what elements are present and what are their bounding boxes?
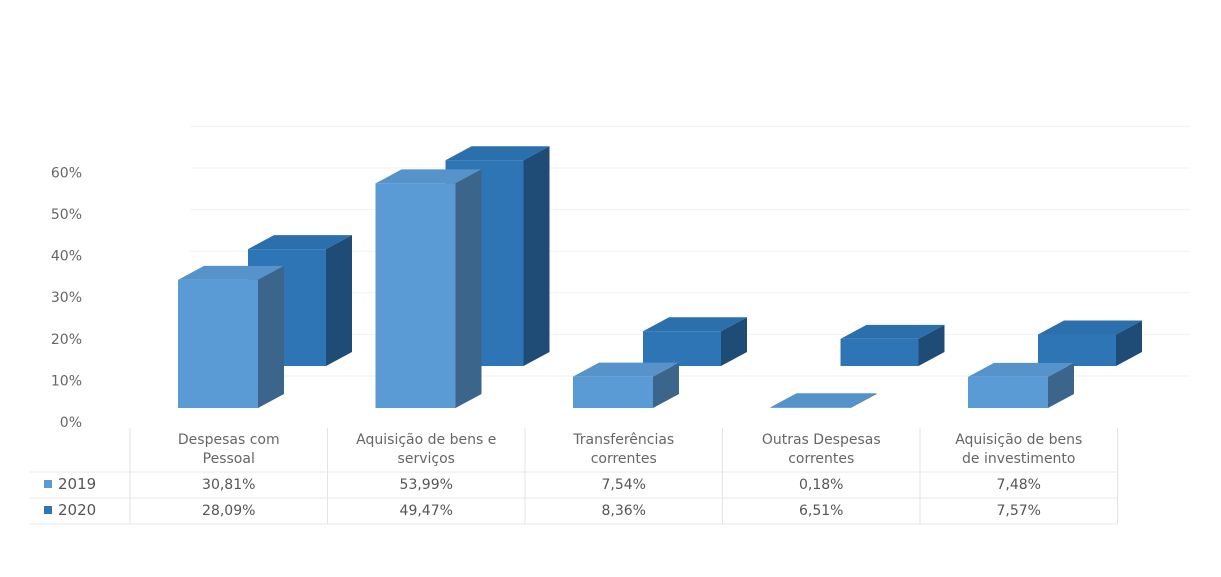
- bar-2019-top: [968, 362, 1074, 377]
- y-tick-label: 30%: [51, 290, 82, 306]
- bar-2019-front: [375, 183, 456, 408]
- bar-2019-side: [455, 169, 482, 408]
- category-label: Pessoal: [203, 451, 255, 467]
- bar-2020: [840, 324, 945, 366]
- bar-2020-front: [840, 338, 919, 366]
- y-tick-label: 10%: [51, 373, 82, 389]
- category-label: Aquisição de bens e: [356, 432, 496, 448]
- y-axis: 0% 10% 20% 30% 40% 50% 60%: [51, 165, 82, 431]
- data-table: Despesas com Pessoal Aquisição de bens e se…: [30, 428, 1118, 525]
- bar-2019: [375, 169, 482, 408]
- bar-2020-side: [918, 324, 945, 366]
- bar-2020: [643, 317, 747, 366]
- legend-swatch-2019: [44, 480, 52, 488]
- bar-2020-front: [1038, 334, 1116, 366]
- table-cell-2020: 28,09%: [202, 503, 255, 519]
- table-cell-2020: 49,47%: [400, 503, 453, 519]
- bar-2019-front: [968, 376, 1048, 408]
- table-cell-2019: 7,48%: [997, 477, 1041, 493]
- bar-2019: [968, 362, 1074, 408]
- bar-2020-side: [1116, 320, 1142, 366]
- category-label: Transferências: [572, 432, 674, 448]
- bar-2020-front: [643, 331, 721, 366]
- category-label: serviços: [398, 451, 455, 467]
- bar-2020-side: [326, 235, 352, 366]
- category-label: Outras Despesas: [762, 432, 881, 448]
- bar-2019-side: [1048, 362, 1074, 408]
- y-tick-label: 50%: [51, 207, 82, 223]
- bar-2020-top: [445, 146, 550, 161]
- bar-2019-top: [770, 393, 877, 408]
- category-label: de investimento: [962, 451, 1075, 467]
- bar-2020-top: [840, 324, 945, 339]
- bar-2020-side: [523, 146, 550, 366]
- y-tick-label: 60%: [51, 165, 82, 181]
- legend-label-2020: 2020: [58, 501, 96, 519]
- y-tick-label: 20%: [51, 332, 82, 348]
- bar-2019-top: [573, 362, 679, 377]
- bar-2020-top: [643, 317, 747, 332]
- category-label: Aquisição de bens: [955, 432, 1082, 448]
- bar-2019-front: [573, 376, 653, 408]
- table-cell-2019: 0,18%: [799, 477, 843, 493]
- gridlines: [190, 125, 1190, 377]
- bar-2019-side: [653, 362, 679, 408]
- bar-2020-top: [1038, 320, 1142, 335]
- bar-2019: [573, 362, 679, 408]
- table-cell-2019: 53,99%: [400, 477, 453, 493]
- table-cell-2020: 7,57%: [997, 503, 1041, 519]
- legend-swatch-2020: [44, 506, 52, 514]
- y-tick-label: 0%: [60, 415, 82, 431]
- bar-2019: [770, 393, 877, 408]
- bars: [178, 146, 1142, 408]
- bar-2020: [1038, 320, 1142, 366]
- bar-2019-front: [770, 407, 851, 408]
- bar-2020-side: [721, 317, 747, 366]
- category-label: correntes: [788, 451, 854, 467]
- y-tick-label: 40%: [51, 249, 82, 265]
- bar-2019-front: [178, 279, 258, 408]
- table-cell-2019: 7,54%: [602, 477, 646, 493]
- category-label: Despesas com: [178, 432, 280, 448]
- table-cell-2019: 30,81%: [202, 477, 255, 493]
- bar-2019-top: [375, 169, 482, 184]
- bar-2019-side: [258, 265, 284, 408]
- bar-2019: [178, 265, 284, 408]
- bar-2020-top: [248, 235, 352, 250]
- bar-2019-side: [850, 393, 877, 408]
- category-label: correntes: [591, 451, 657, 467]
- table-cell-2020: 6,51%: [799, 503, 843, 519]
- bar-2019-top: [178, 265, 284, 280]
- legend-label-2019: 2019: [58, 475, 96, 493]
- table-cell-2020: 8,36%: [602, 503, 646, 519]
